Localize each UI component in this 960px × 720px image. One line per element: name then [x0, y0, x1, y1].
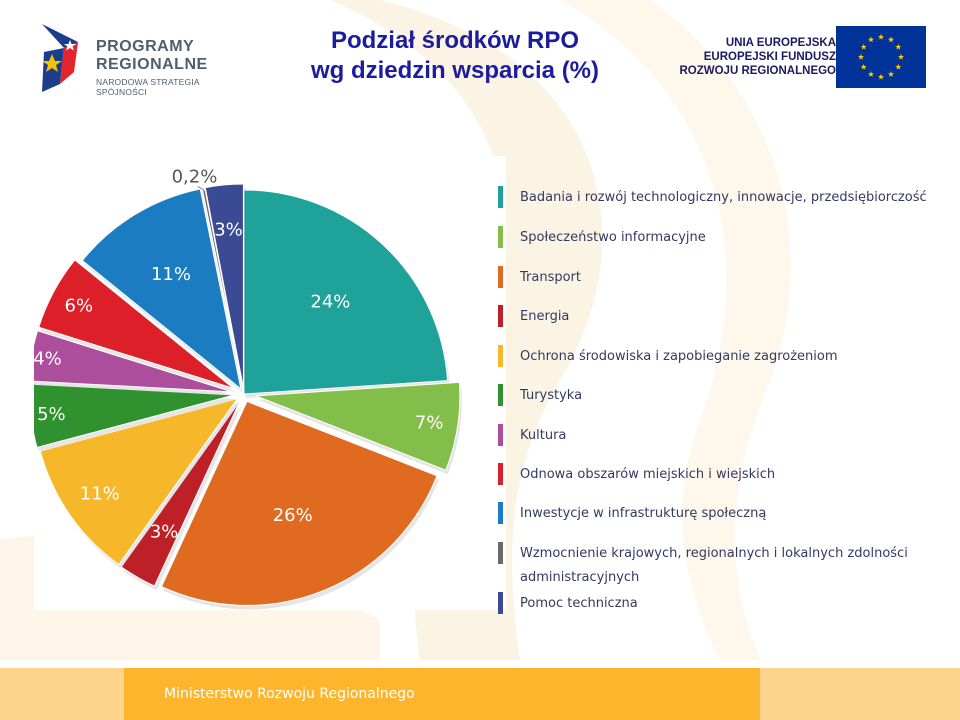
pie-slice [120, 400, 241, 587]
eu-star-icon [867, 36, 875, 43]
legend-swatch [498, 266, 503, 288]
footer-bar [124, 668, 760, 720]
eu-star-icon [877, 73, 885, 80]
pie-value-label: 11% [151, 264, 191, 285]
pie-value-label: 0,2% [172, 166, 218, 187]
eu-star-icon [895, 63, 902, 70]
legend-swatch [498, 592, 503, 614]
pie-slice [39, 397, 239, 566]
eu-star-icon [860, 63, 867, 70]
logo-text-line1: PROGRAMY [96, 38, 195, 55]
legend-label: Społeczeństwo informacyjne [520, 230, 706, 245]
legend-swatch [498, 542, 503, 564]
eu-star-icon [867, 71, 875, 77]
legend-swatch [498, 226, 503, 248]
programy-regionalne-logo-icon [42, 24, 78, 92]
pie-value-label: 7% [415, 413, 444, 434]
pie-slice [34, 383, 235, 449]
eu-label-line2: EUROPEJSKI FUNDUSZ [703, 51, 836, 63]
pie-chart: 24% 7% 26% 3% 11% 5% 4% 6% 11% 0,2% 3% [34, 156, 506, 610]
legend-label: Kultura [520, 428, 567, 443]
legend-swatch [498, 345, 503, 367]
legend-swatch [498, 186, 503, 208]
chart-legend: Badania i rozwój technologiczny, innowac… [498, 180, 958, 620]
eu-star-icon [887, 36, 895, 43]
pie-value-label: 5% [37, 404, 66, 425]
pie-value-label: 26% [273, 505, 313, 526]
pie-slice [204, 183, 244, 389]
pie-slice [243, 189, 449, 395]
pie-slice [255, 381, 461, 471]
eu-label-line3: ROZWOJU REGIONALNEGO [679, 65, 836, 77]
eu-star-icon [860, 43, 867, 50]
legend-label: Badania i rozwój technologiczny, innowac… [520, 190, 927, 205]
eu-star-icon [857, 53, 865, 60]
eu-star-icon [887, 71, 895, 77]
eu-star-icon [877, 33, 885, 40]
programy-regionalne-logo: PROGRAMY REGIONALNE NARODOWA STRATEGIA S… [34, 12, 246, 108]
pie-value-label: 6% [65, 295, 94, 316]
legend-label: Turystyka [520, 388, 583, 403]
pie-label-leader [197, 185, 205, 191]
legend-label: Inwestycje w infrastrukturę społeczną [520, 506, 767, 521]
pie-slice [34, 330, 233, 393]
eu-fund-label: UNIA EUROPEJSKA EUROPEJSKI FUNDUSZ ROZWO… [626, 36, 836, 78]
logo-text-line3: NARODOWA STRATEGIA SPÓJNOŚCI [96, 77, 200, 97]
eu-star-icon [897, 53, 905, 60]
eu-label-line1: UNIA EUROPEJSKA [725, 37, 836, 49]
pie-value-label: 4% [34, 349, 62, 370]
legend-label: Transport [520, 270, 582, 285]
pie-value-label: 11% [80, 484, 120, 505]
eu-star-icon [895, 43, 902, 50]
legend-label: Wzmocnienie krajowych, regionalnych i lo… [520, 546, 908, 585]
pie-value-label: 3% [150, 521, 179, 542]
legend-swatch [498, 305, 503, 327]
legend-swatch [498, 424, 503, 446]
legend-swatch [498, 384, 503, 406]
legend-label: Pomoc techniczna [520, 596, 638, 611]
legend-swatch [498, 502, 503, 524]
page-title-line2: wg dziedzin wsparcia (%) [310, 57, 600, 84]
pie-slice [38, 259, 234, 389]
pie-value-label: 3% [214, 220, 243, 241]
pie-slice [201, 189, 244, 391]
pie-chart-svg: 24% 7% 26% 3% 11% 5% 4% 6% 11% 0,2% 3% [34, 166, 462, 610]
pie-slice [81, 188, 242, 391]
legend-swatch [498, 463, 503, 485]
logo-text-line2: REGIONALNE [96, 56, 208, 73]
pie-value-label: 24% [310, 292, 350, 313]
legend-label: Energia [520, 309, 570, 324]
pie-slice [160, 400, 438, 606]
legend-label: Ochrona środowiska i zapobieganie zagroż… [520, 349, 838, 364]
page-title-line1: Podział środków RPO [330, 27, 580, 54]
footer-ministry-label: Ministerstwo Rozwoju Regionalnego [164, 686, 415, 702]
page-title: Podział środków RPO wg dziedzin wsparcia… [300, 26, 610, 86]
legend-label: Odnowa obszarów miejskich i wiejskich [520, 467, 776, 482]
eu-flag-icon [836, 26, 926, 88]
